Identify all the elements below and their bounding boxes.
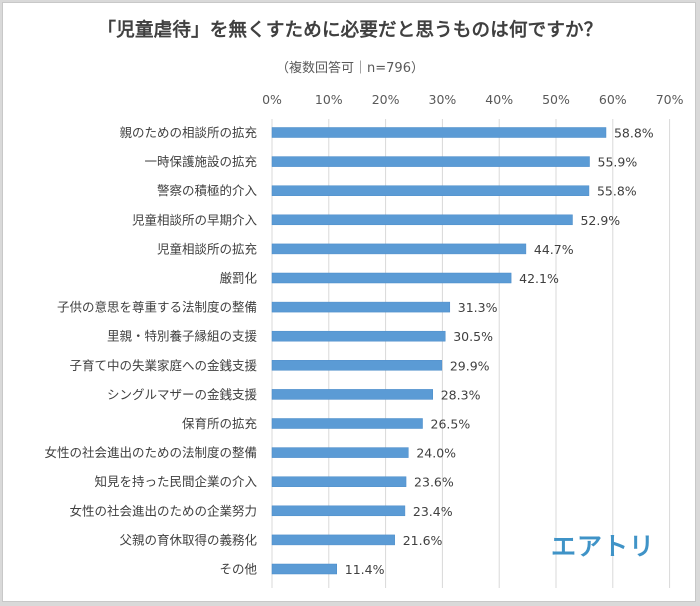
value-label: 23.4%	[413, 504, 453, 519]
x-tick-label: 40%	[485, 92, 513, 107]
category-label: 子育て中の失業家庭への金銭支援	[69, 358, 257, 373]
brand-logo: エアトリ	[551, 532, 656, 561]
chart-title: 「児童虐待」を無くすために必要だと思うものは何ですか？	[97, 20, 603, 41]
value-label: 24.0%	[416, 446, 456, 461]
value-label: 52.9%	[580, 213, 620, 228]
x-tick-label: 10%	[315, 92, 343, 107]
x-tick-label: 20%	[372, 92, 400, 107]
bar	[271, 418, 423, 429]
value-labels: 58.8% 55.9% 55.8% 52.9% 44.7% 42.1% 31.3% 30.5%…	[345, 126, 654, 578]
bar	[271, 389, 433, 400]
bar	[271, 243, 527, 255]
bar	[271, 563, 338, 575]
category-label: 保育所の拡充	[182, 416, 257, 431]
category-label: その他	[219, 562, 257, 577]
value-label: 58.8%	[614, 126, 654, 141]
value-label: 26.5%	[431, 417, 471, 432]
bar	[271, 476, 407, 487]
bar	[271, 301, 451, 313]
category-label: 里親・特別養子縁組の支援	[107, 329, 258, 344]
category-label: 厳罰化	[219, 271, 257, 286]
bar	[271, 330, 446, 342]
category-label: 知見を持った民間企業の介入	[94, 474, 257, 489]
value-label: 21.6%	[403, 533, 443, 548]
x-tick-label: 0%	[262, 92, 282, 107]
bar	[271, 185, 590, 196]
bar	[271, 534, 395, 546]
x-tick-label: 60%	[599, 92, 627, 107]
bars	[271, 127, 607, 575]
bar	[271, 360, 443, 371]
category-label: 子供の意思を尊重する法制度の整備	[57, 300, 257, 315]
x-tick-label: 70%	[656, 92, 684, 107]
value-label: 31.3%	[458, 300, 498, 315]
category-label: 父親の育休取得の義務化	[119, 532, 257, 547]
chart-subtitle: （複数回答可｜n=796）	[276, 61, 424, 76]
value-label: 44.7%	[534, 242, 574, 257]
category-labels: 親のための相談所の拡充一時保護施設の拡充警察の積極的介入児童相談所の早期介入児童…	[44, 125, 257, 577]
category-label: 警察の積極的介入	[157, 183, 258, 198]
category-label: 女性の社会進出のための企業努力	[69, 503, 257, 518]
bar	[271, 447, 409, 458]
value-label: 42.1%	[519, 271, 559, 286]
value-label: 30.5%	[453, 329, 493, 344]
value-label: 29.9%	[450, 358, 490, 373]
category-label: 親のための相談所の拡充	[119, 125, 257, 140]
category-label: シングルマザーの金銭支援	[107, 387, 258, 402]
value-label: 11.4%	[345, 562, 385, 577]
value-label: 28.3%	[441, 387, 481, 402]
bar	[271, 505, 406, 517]
x-axis-ticks: 0% 10% 20% 30% 40% 50% 60% 70%	[262, 92, 684, 107]
value-label: 55.8%	[597, 184, 637, 199]
bar	[271, 272, 512, 284]
category-label: 一時保護施設の拡充	[144, 154, 257, 169]
bar	[271, 127, 607, 138]
category-label: 児童相談所の早期介入	[132, 212, 258, 227]
value-label: 23.6%	[414, 475, 454, 490]
bar	[271, 214, 573, 226]
category-label: 女性の社会進出のための法制度の整備	[44, 445, 257, 460]
category-label: 児童相談所の拡充	[157, 241, 257, 256]
x-tick-label: 30%	[429, 92, 457, 107]
value-label: 55.9%	[598, 155, 638, 170]
bar	[271, 156, 590, 167]
x-tick-label: 50%	[542, 92, 570, 107]
